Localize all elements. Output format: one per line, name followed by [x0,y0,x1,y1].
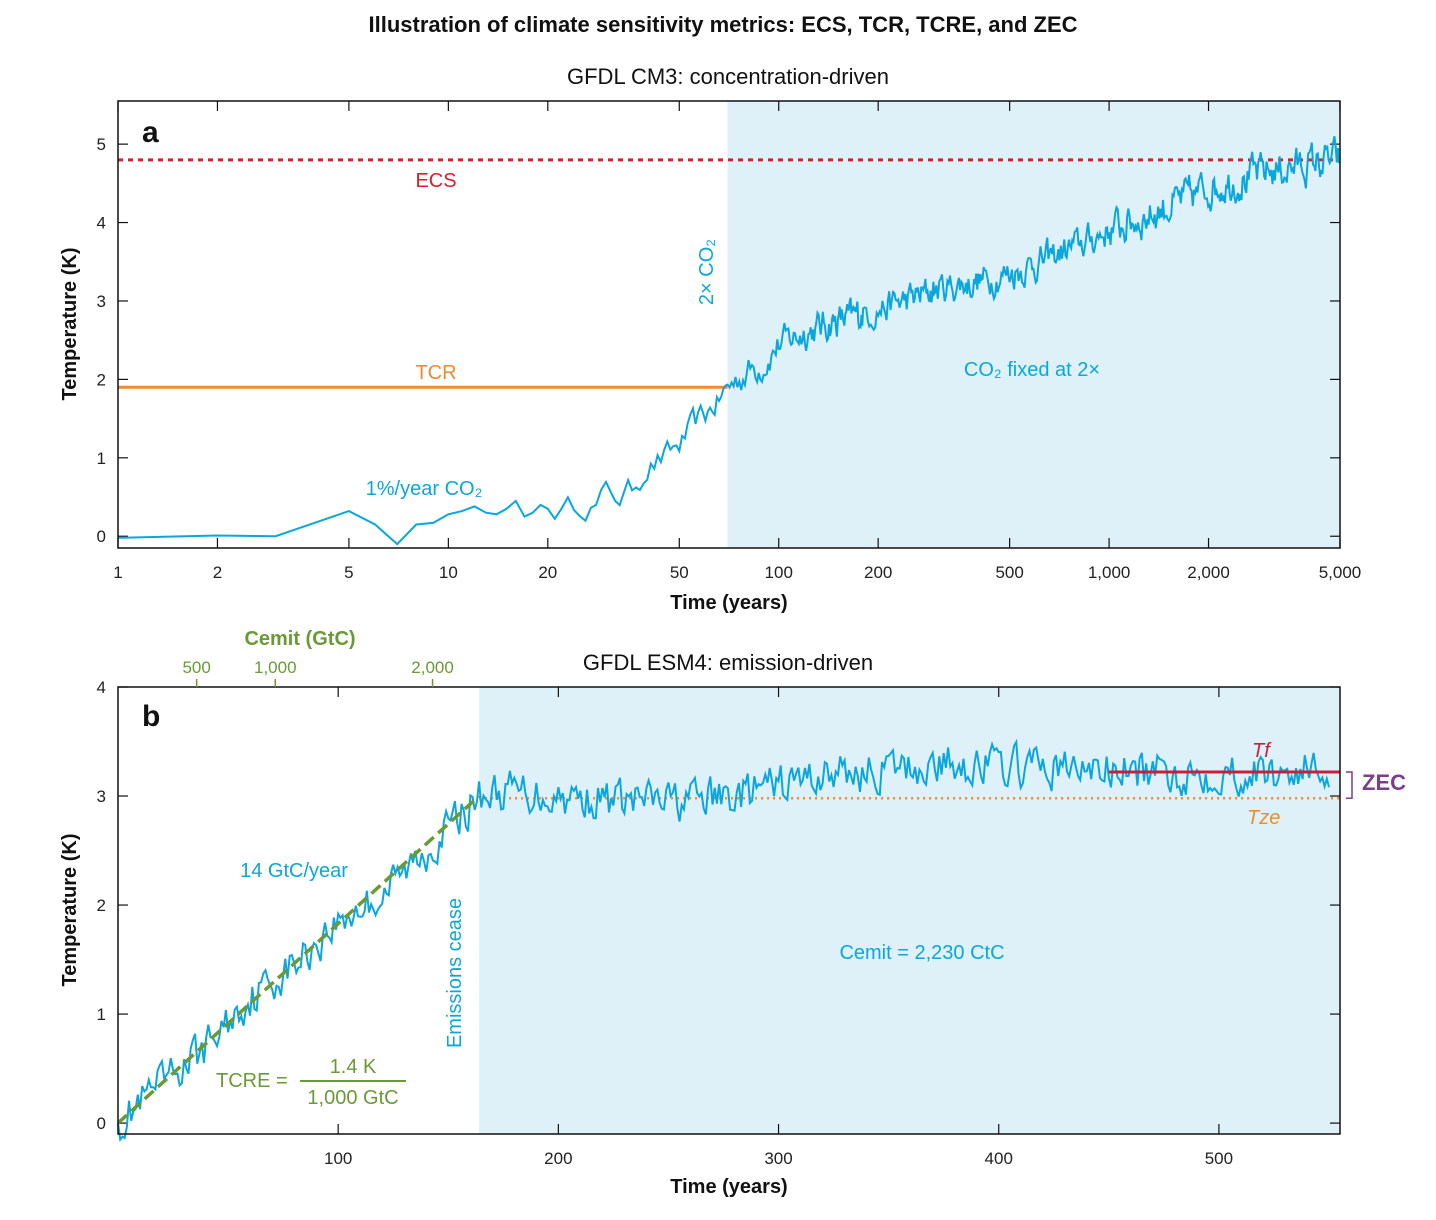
tcr-label: TCR [415,362,456,384]
panel-b-y-axis-label: Temperature (K) [59,834,81,987]
figure-title: Illustration of climate sensitivity metr… [368,12,1077,37]
panel-a-subtitle: GFDL CM3: concentration-driven [567,64,889,89]
x-tick-label: 100 [765,563,793,582]
cemit-axis-title: Cemit (GtC) [244,628,355,650]
y-tick-label: 5 [97,135,106,154]
y-tick-label: 2 [97,370,106,389]
panel-a-y-axis-label: Temperature (K) [59,248,81,401]
y-tick-label: 3 [97,292,106,311]
x-tick-label: 200 [864,563,892,582]
total-emissions-label: Cemit = 2,230 CtC [839,942,1004,964]
y-tick-label: 3 [97,787,106,806]
x-tick-label: 50 [670,563,689,582]
tze-label: Tze [1247,807,1280,829]
y-tick-label: 1 [97,449,106,468]
y-tick-label: 4 [97,214,106,233]
ecs-label: ECS [415,170,456,192]
x-tick-label: 5,000 [1319,563,1362,582]
doubling-co2-label: 2× CO₂ [696,239,718,305]
cemit-tick-label: 2,000 [411,658,454,677]
tcre-denominator: 1,000 GtC [307,1087,398,1109]
x-tick-label: 2,000 [1187,563,1230,582]
x-tick-label: 100 [324,1149,352,1168]
x-tick-label: 200 [544,1149,572,1168]
panel-a-letter: a [142,116,159,149]
panel-a-plot-frame [117,100,1341,549]
x-tick-label: 2 [213,563,222,582]
zec-label: ZEC [1362,770,1406,795]
x-tick-label: 20 [538,563,557,582]
cemit-tick-label: 1,000 [254,658,297,677]
one-percent-co2-label: 1%/year CO₂ [366,478,483,500]
panel-b-post-emission-shade [479,687,1341,1134]
tf-label: Tf [1252,740,1272,762]
tcre-numerator: 1.4 K [330,1056,377,1078]
panel-a: GFDL CM3: concentration-driven a ECS TCR… [59,64,1361,614]
tcre-line [116,794,481,1125]
cemit-top-axis: 500 1,000 2,000 [182,658,454,687]
panel-b: Cemit (GtC) GFDL ESM4: emission-driven 5… [59,628,1406,1198]
panel-a-x-axis-label: Time (years) [670,592,787,614]
y-tick-label: 1 [97,1005,106,1024]
x-tick-label: 10 [439,563,458,582]
panel-a-y-tick-labels: 0 1 2 3 4 5 [97,135,106,546]
y-tick-label: 2 [97,896,106,915]
x-tick-label: 5 [344,563,353,582]
panel-a-ticks [117,101,1341,548]
panel-a-x-tick-labels: 1 2 5 10 20 50 100 200 500 1,000 2,000 5,000 [113,563,1361,582]
zec-bracket [1346,771,1353,799]
panel-b-subtitle: GFDL ESM4: emission-driven [583,650,873,675]
x-tick-label: 400 [985,1149,1013,1168]
tcre-equation-lhs: TCRE = [216,1070,288,1092]
panel-b-x-axis-label: Time (years) [670,1176,787,1198]
emission-rate-label: 14 GtC/year [240,860,348,882]
panel-b-plot-frame [117,686,1341,1135]
y-tick-label: 0 [97,527,106,546]
x-tick-label: 500 [995,563,1023,582]
panel-b-letter: b [142,700,160,733]
x-tick-label: 1,000 [1088,563,1131,582]
emissions-cease-label: Emissions cease [444,898,466,1048]
panel-b-x-tick-labels: 100 200 300 400 500 [324,1149,1233,1168]
panel-a-temperature-series [117,136,1341,546]
panel-b-temperature-series [117,738,1330,1143]
y-tick-label: 4 [97,678,106,697]
panel-b-y-tick-labels: 0 1 2 3 4 [97,678,106,1133]
cemit-tick-label: 500 [182,658,210,677]
y-tick-label: 0 [97,1114,106,1133]
co2-fixed-label: CO₂ fixed at 2× [964,359,1100,381]
x-tick-label: 1 [113,563,122,582]
x-tick-label: 300 [764,1149,792,1168]
x-tick-label: 500 [1205,1149,1233,1168]
